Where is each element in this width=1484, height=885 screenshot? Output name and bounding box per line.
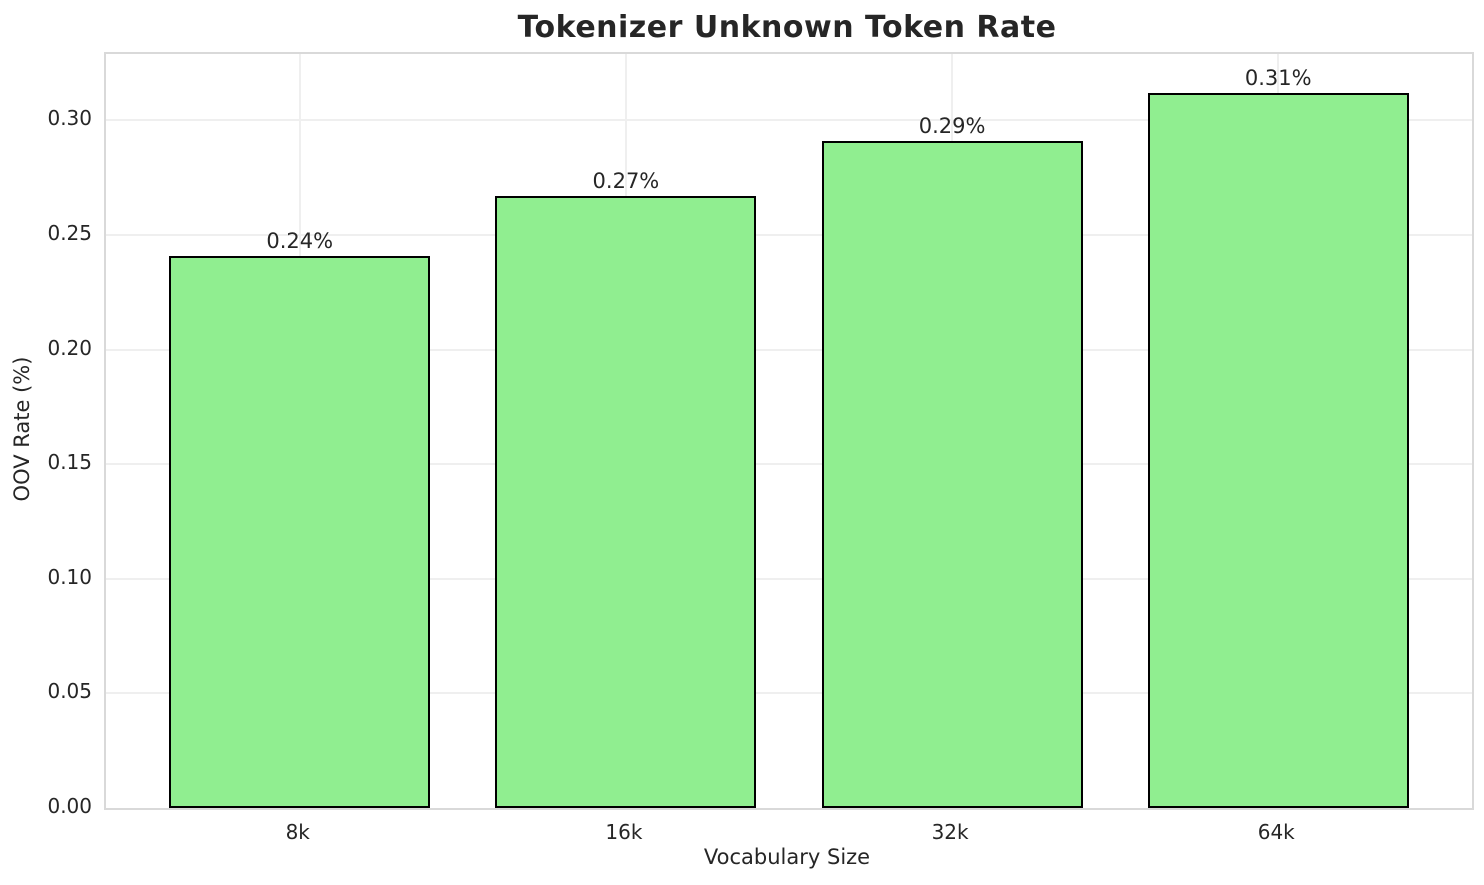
gridline-h [106,577,1472,580]
gridline-h [106,348,1472,351]
x-axis-title: Vocabulary Size [703,845,871,869]
y-tick-label: 0.10 [47,564,92,589]
y-tick-label: 0.20 [47,335,92,360]
gridline-h [106,119,1472,122]
bar-value-label: 0.24% [266,228,334,253]
gridline-h [106,234,1472,237]
x-tick-label: 16k [605,820,643,844]
y-tick-label: 0.05 [47,679,92,704]
x-tick-label: 32k [931,820,969,844]
y-axis-title: OOV Rate (%) [10,356,34,502]
y-tick-label: 0.30 [47,106,92,131]
bar [495,196,757,808]
bar-value-label: 0.27% [592,169,660,194]
chart-title: Tokenizer Unknown Token Rate [517,10,1057,45]
bar-value-label: 0.31% [1244,65,1312,90]
bar [821,141,1083,808]
y-tick-label: 0.00 [47,794,92,818]
plot-area: 0.24% 0.27% 0.29% 0.31% [104,52,1474,810]
x-tick-label: 64k [1257,820,1295,844]
bar [169,255,431,808]
gridline-h [106,463,1472,466]
bar-value-label: 0.29% [918,114,986,139]
y-tick-label: 0.25 [47,221,92,246]
y-tick-label: 0.15 [47,450,92,475]
bar [1147,92,1409,808]
gridline-h [106,692,1472,695]
x-tick-label: 8k [285,820,310,844]
